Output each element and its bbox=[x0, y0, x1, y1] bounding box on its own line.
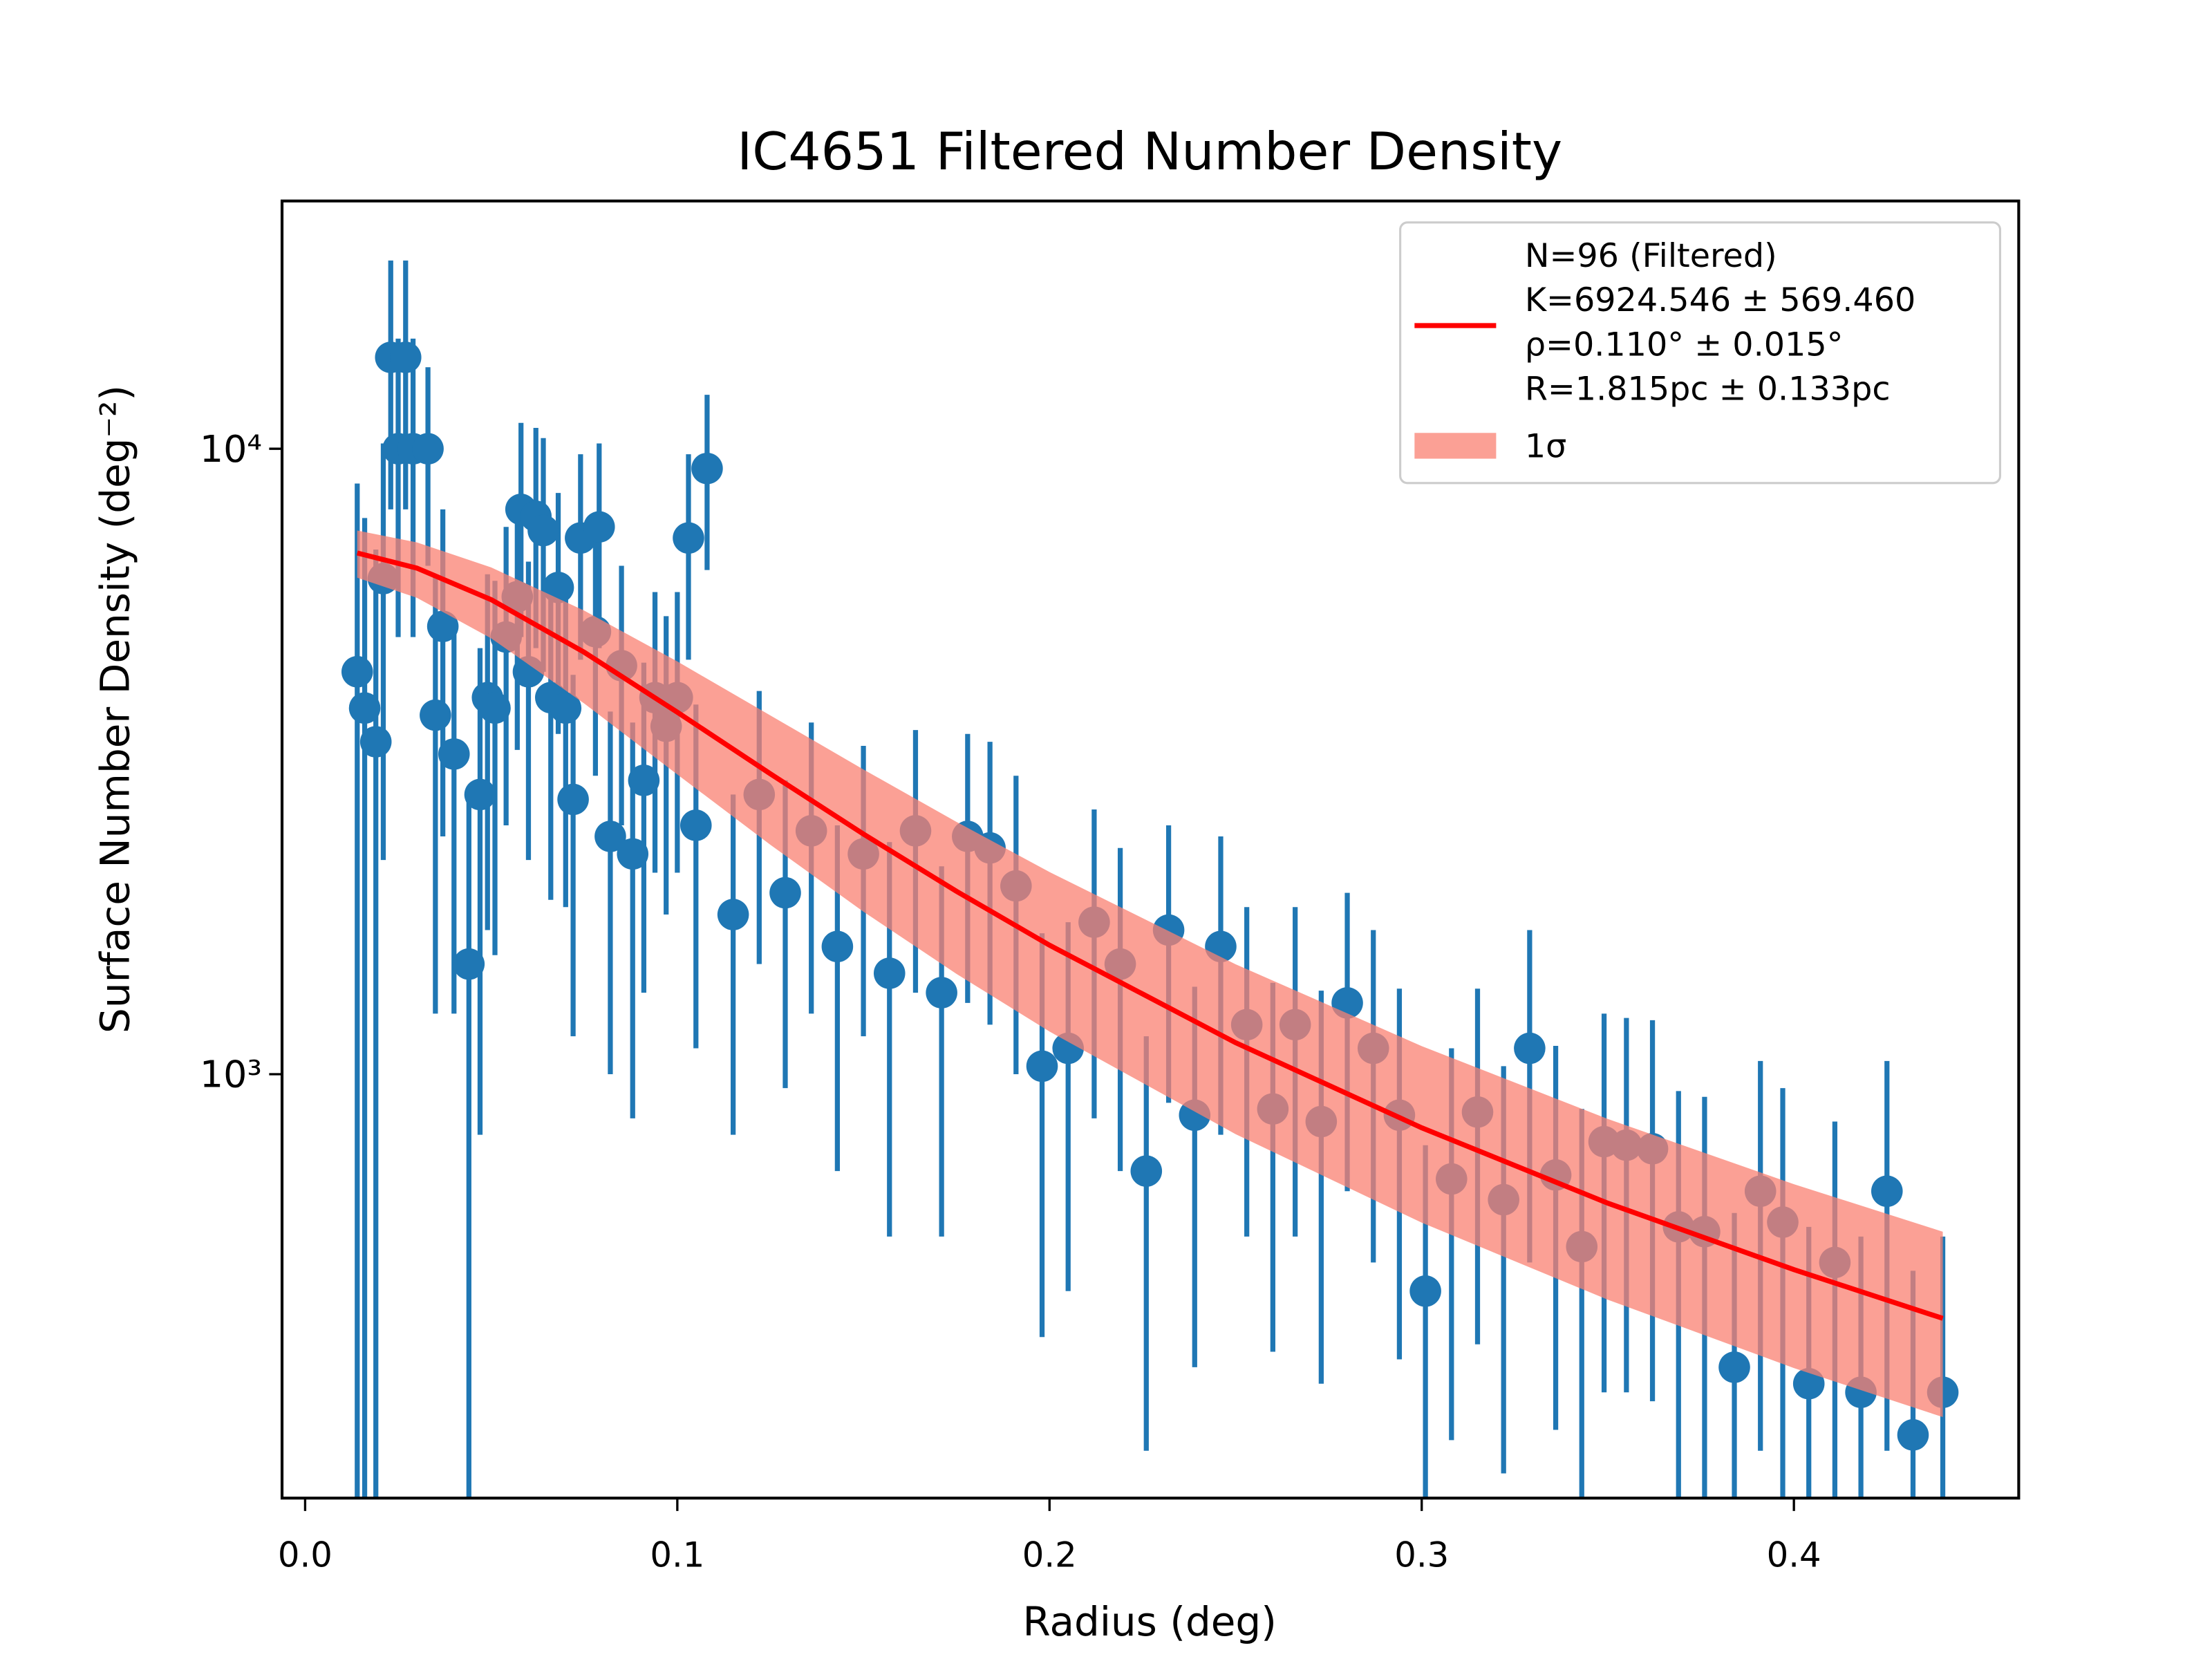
data-point bbox=[438, 738, 470, 770]
data-point bbox=[1792, 1367, 1825, 1400]
legend-label: ρ=0.110° ± 0.015° bbox=[1525, 326, 1844, 364]
data-point bbox=[583, 511, 615, 543]
data-point bbox=[412, 433, 444, 465]
data-point bbox=[341, 656, 373, 688]
data-point bbox=[1871, 1175, 1903, 1208]
data-point bbox=[359, 726, 392, 758]
legend-patch bbox=[1414, 433, 1497, 459]
data-point bbox=[926, 977, 957, 1009]
confidence-band bbox=[357, 530, 1943, 1418]
data-point bbox=[1409, 1275, 1441, 1307]
y-tick-label: 10⁴ bbox=[200, 427, 262, 471]
data-point bbox=[453, 948, 485, 980]
legend-label: N=96 (Filtered) bbox=[1525, 237, 1777, 275]
data-point bbox=[691, 452, 723, 485]
data-point bbox=[1514, 1032, 1546, 1065]
data-point bbox=[420, 699, 451, 731]
data-point bbox=[821, 930, 854, 963]
y-axis-label: Surface Number Density (deg⁻²) bbox=[91, 385, 138, 1033]
legend-label: K=6924.546 ± 569.460 bbox=[1525, 281, 1916, 319]
data-point bbox=[769, 877, 801, 909]
x-tick-label: 0.0 bbox=[278, 1535, 332, 1575]
data-point bbox=[527, 514, 559, 547]
axes-frame bbox=[280, 199, 2021, 1500]
legend-box bbox=[1399, 221, 2002, 485]
data-point bbox=[1718, 1351, 1750, 1383]
x-tick-label: 0.1 bbox=[650, 1535, 704, 1575]
data-point bbox=[1130, 1155, 1163, 1187]
legend-label: R=1.815pc ± 0.133pc bbox=[1525, 371, 1891, 409]
data-point bbox=[479, 692, 511, 724]
data-point bbox=[348, 692, 381, 724]
data-point bbox=[594, 821, 626, 852]
data-point bbox=[679, 809, 712, 841]
axes: 0.0 0.1 0.2 0.3 0.4 10³ 10⁴ bbox=[200, 427, 1821, 1575]
data-point bbox=[628, 765, 660, 796]
plot-area bbox=[341, 260, 1959, 1499]
data-point bbox=[427, 610, 459, 642]
data-point bbox=[1026, 1050, 1058, 1082]
data-point bbox=[390, 341, 422, 373]
fit-line bbox=[356, 550, 1944, 1321]
data-point bbox=[1897, 1419, 1929, 1451]
y-tick-label: 10³ bbox=[200, 1053, 262, 1096]
legend-label: 1σ bbox=[1525, 427, 1567, 465]
data-point bbox=[873, 957, 906, 989]
legend: N=96 (Filtered) K=6924.546 ± 569.460 ρ=0.1… bbox=[1399, 221, 2002, 485]
x-tick-label: 0.3 bbox=[1394, 1535, 1449, 1575]
data-point bbox=[464, 778, 496, 811]
data-point bbox=[673, 522, 704, 554]
x-tick-label: 0.2 bbox=[1022, 1535, 1077, 1575]
data-point bbox=[550, 692, 582, 724]
x-axis-label: Radius (deg) bbox=[1022, 1598, 1276, 1645]
data-point bbox=[717, 899, 749, 930]
x-tick-label: 0.4 bbox=[1767, 1535, 1821, 1575]
data-point bbox=[617, 838, 649, 870]
data-point bbox=[557, 783, 589, 816]
chart-title: IC4651 Filtered Number Density bbox=[737, 122, 1562, 182]
